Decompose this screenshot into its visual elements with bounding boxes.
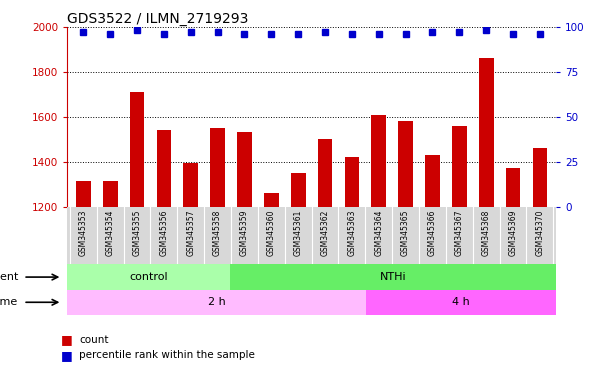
Bar [318,139,332,207]
Text: GSM345356: GSM345356 [159,210,169,256]
Bar [210,128,225,207]
Bar [479,58,494,207]
Text: GSM345366: GSM345366 [428,210,437,256]
Text: GSM345361: GSM345361 [294,210,302,256]
Text: GSM345360: GSM345360 [267,210,276,256]
Bar [76,181,90,207]
Text: GSM345370: GSM345370 [535,210,544,256]
Text: agent: agent [0,272,18,282]
Bar [230,265,556,290]
Bar [156,131,171,207]
Bar [67,265,230,290]
Text: control: control [130,272,168,282]
Text: GSM345365: GSM345365 [401,210,410,256]
Text: GSM345364: GSM345364 [375,210,383,256]
Bar [237,131,252,207]
Text: ■: ■ [61,333,73,346]
Text: time: time [0,297,18,307]
Bar [371,115,386,207]
Text: GSM345369: GSM345369 [508,210,518,256]
Text: 4 h: 4 h [452,297,470,307]
Bar [533,148,547,207]
Text: GSM345357: GSM345357 [186,210,196,256]
Bar [506,167,521,207]
Bar [452,126,467,207]
Text: GSM345362: GSM345362 [321,210,329,256]
Bar [398,121,413,207]
Bar [130,92,144,207]
Text: GSM345367: GSM345367 [455,210,464,256]
Bar [291,173,306,207]
Text: GSM345363: GSM345363 [348,210,356,256]
Text: GDS3522 / ILMN_2719293: GDS3522 / ILMN_2719293 [67,12,249,26]
Text: GSM345355: GSM345355 [133,210,142,256]
Text: GSM345359: GSM345359 [240,210,249,256]
Text: GSM345368: GSM345368 [481,210,491,256]
Bar [366,290,556,315]
Text: GSM345354: GSM345354 [106,210,115,256]
Text: count: count [79,335,109,345]
Text: 2 h: 2 h [208,297,225,307]
Bar [67,290,366,315]
Bar [264,194,279,207]
Text: percentile rank within the sample: percentile rank within the sample [79,350,255,360]
Text: GSM345353: GSM345353 [79,210,88,256]
Text: ■: ■ [61,349,73,362]
Text: GSM345358: GSM345358 [213,210,222,256]
Text: NTHi: NTHi [380,272,406,282]
Bar [345,157,359,207]
Bar [183,163,198,207]
Bar [425,155,440,207]
Bar [103,181,117,207]
